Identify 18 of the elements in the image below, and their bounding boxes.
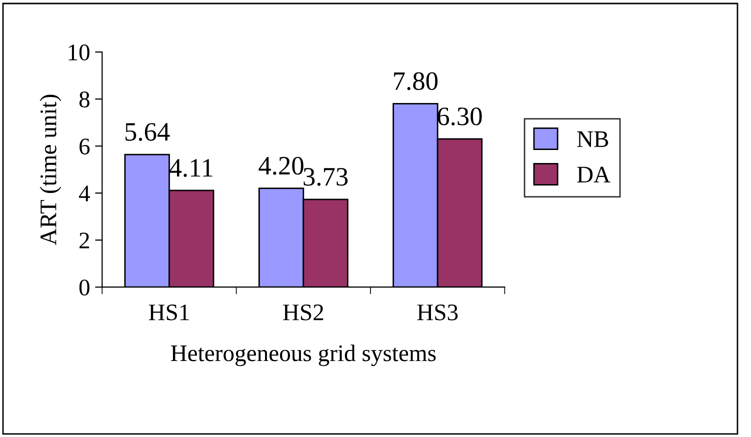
y-tick-label: 8 — [79, 92, 90, 108]
x-axis-title: Heterogeneous grid systems — [170, 344, 436, 366]
x-tick-label: HS3 — [417, 304, 458, 320]
data-label: 6.30 — [438, 107, 482, 126]
data-label: 4.20 — [258, 156, 304, 175]
data-label: 7.80 — [394, 72, 438, 90]
x-tick-label: HS2 — [283, 304, 324, 320]
legend-label: DA — [577, 166, 610, 182]
y-tick-label: 2 — [80, 232, 90, 248]
data-label: 5.64 — [126, 123, 170, 141]
y-axis-title: ART (time unit) — [40, 94, 62, 246]
legend-label: NB — [577, 131, 608, 147]
data-label: 3.73 — [304, 168, 348, 186]
y-tick-label: 10 — [68, 44, 90, 60]
x-tick-label: HS1 — [148, 304, 189, 320]
y-tick-label: 0 — [79, 280, 90, 296]
y-tick-label: 6 — [80, 138, 90, 154]
y-tick-label: 4 — [78, 186, 90, 202]
